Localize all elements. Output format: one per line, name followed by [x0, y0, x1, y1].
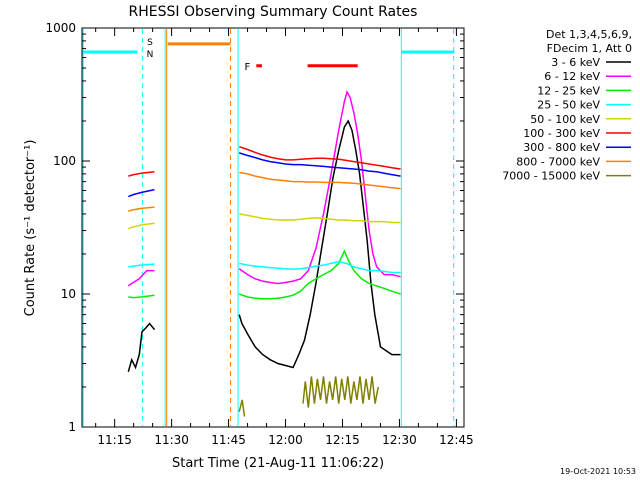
- vertical-markers: [82, 29, 455, 426]
- x-tick-label: 12:30: [382, 433, 417, 447]
- y-axis-label: Count Rate (s⁻¹ detector⁻¹): [23, 140, 38, 317]
- series-line: [128, 171, 401, 212]
- series-line: [128, 249, 401, 300]
- series-line: [127, 90, 401, 287]
- x-tick-label: 11:15: [97, 433, 132, 447]
- x-tick-label: 12:45: [439, 433, 474, 447]
- footer-date: 19-Oct-2021 10:53: [560, 467, 636, 476]
- series-line: [128, 145, 401, 177]
- y-tick-label: 100: [53, 154, 76, 168]
- bar-letter-label: N: [147, 50, 154, 60]
- legend-entry-label: 12 - 25 keV: [537, 84, 600, 97]
- x-axis-label: Start Time (21-Aug-11 11:06:22): [172, 456, 384, 471]
- series-line: [238, 376, 379, 417]
- y-tick-label: 10: [61, 287, 76, 301]
- y-tick-label: 1000: [45, 21, 76, 35]
- flag-bar-label: F: [245, 62, 251, 73]
- y-axis-ticks: 1 10 100 1000: [45, 21, 464, 434]
- y-tick-label: 1: [68, 420, 76, 434]
- legend-entry-label: 25 - 50 keV: [537, 99, 600, 112]
- flag-bars: F SN: [82, 38, 455, 73]
- plot-frame: [81, 27, 465, 428]
- legend-entry-label: 6 - 12 keV: [544, 70, 600, 83]
- x-tick-label: 11:30: [154, 433, 189, 447]
- series-line: [128, 152, 401, 198]
- series-line: [127, 119, 401, 373]
- legend-header: FDecim 1, Att 0: [547, 42, 632, 55]
- legend-entry-label: 300 - 800 keV: [523, 141, 600, 154]
- x-tick-label: 12:00: [268, 433, 303, 447]
- legend-header: Det 1,3,4,5,6,9,: [546, 28, 632, 41]
- legend-entry-label: 800 - 7000 keV: [516, 155, 600, 168]
- series-line: [128, 213, 401, 230]
- x-axis-ticks: 11:15 11:30 11:45 12:00 12:15 12:30 12:45: [95, 28, 474, 447]
- legend-entry-label: 7000 - 15000 keV: [502, 170, 600, 183]
- bar-letter-label: S: [147, 38, 153, 48]
- chart-title: RHESSI Observing Summary Count Rates: [129, 4, 418, 20]
- legend: Det 1,3,4,5,6,9,FDecim 1, Att 03 - 6 keV…: [502, 28, 632, 183]
- series-line: [128, 260, 401, 274]
- legend-entry-label: 100 - 300 keV: [523, 127, 600, 140]
- legend-entry-label: 3 - 6 keV: [551, 56, 600, 69]
- legend-entry-label: 50 - 100 keV: [530, 113, 600, 126]
- x-tick-label: 11:45: [211, 433, 246, 447]
- series-lines: [127, 90, 401, 417]
- x-tick-label: 12:15: [325, 433, 360, 447]
